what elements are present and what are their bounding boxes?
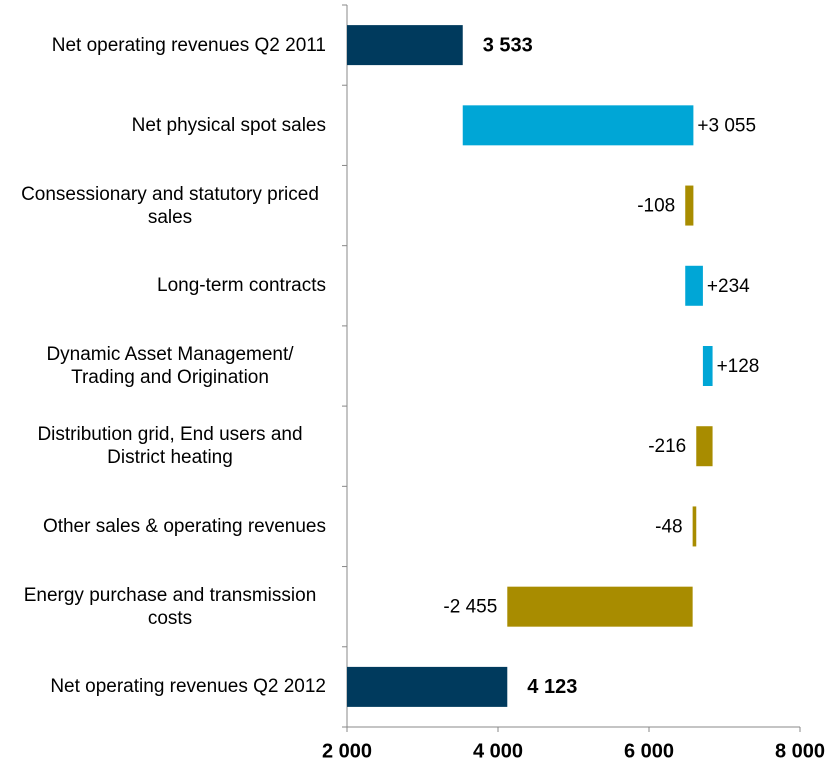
category-text: Other sales & operating revenues	[42, 515, 326, 537]
category-text: Net operating revenues Q2 2011	[51, 34, 326, 56]
bar	[685, 265, 703, 306]
category-label: Net physical spot sales	[14, 85, 326, 165]
category-text: Net operating revenues Q2 2012	[50, 676, 326, 698]
x-tick-label: 8 000	[775, 740, 825, 762]
category-text: Dynamic Asset Management/ Trading and Or…	[46, 344, 294, 388]
value-label: -2 455	[443, 597, 497, 618]
category-text: Consessionary and statutory priced sales	[21, 183, 319, 228]
bar	[702, 346, 713, 386]
category-label: Net operating revenues Q2 2011	[14, 5, 326, 85]
x-tick-label: 4 000	[473, 740, 523, 762]
value-label: -108	[637, 196, 675, 217]
value-label: -48	[655, 516, 682, 537]
category-label: Distribution grid, End users and Distric…	[14, 406, 326, 486]
bar	[696, 426, 713, 467]
category-label: Consessionary and statutory priced sales	[14, 166, 326, 246]
bar	[692, 506, 697, 547]
x-tick-label: 6 000	[624, 740, 674, 762]
category-label: Long-term contracts	[14, 246, 326, 326]
category-label: Net operating revenues Q2 2012	[14, 647, 326, 727]
value-label: +3 055	[697, 115, 756, 136]
category-label: Other sales & operating revenues	[14, 486, 326, 566]
bar	[347, 666, 508, 707]
category-text: Long-term contracts	[157, 275, 326, 297]
x-tick-label: 2 000	[322, 740, 372, 762]
value-label: +234	[707, 276, 750, 297]
category-text: Net physical spot sales	[131, 114, 326, 136]
value-label: -216	[648, 436, 686, 457]
bar	[347, 25, 463, 66]
bar	[507, 586, 693, 627]
category-label: Energy purchase and transmission costs	[14, 567, 326, 647]
value-label: +128	[717, 356, 760, 377]
bar	[462, 105, 694, 146]
category-text: Energy purchase and transmission costs	[23, 584, 317, 629]
category-label: Dynamic Asset Management/ Trading and Or…	[14, 326, 326, 406]
value-label: 4 123	[527, 676, 577, 698]
category-text: Distribution grid, End users and Distric…	[37, 424, 303, 469]
bar	[685, 185, 694, 226]
value-label: 3 533	[483, 34, 533, 56]
